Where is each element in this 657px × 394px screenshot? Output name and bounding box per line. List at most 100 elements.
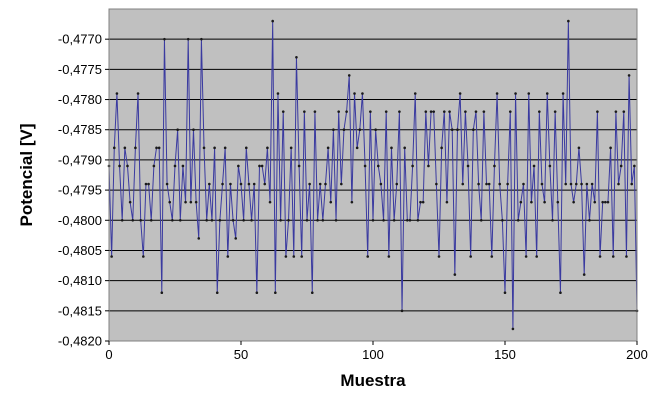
data-point bbox=[387, 255, 391, 258]
data-point bbox=[585, 182, 589, 186]
data-point bbox=[184, 200, 187, 204]
data-point bbox=[250, 218, 253, 222]
data-point bbox=[630, 182, 634, 186]
data-point bbox=[450, 128, 454, 132]
data-point bbox=[524, 255, 528, 258]
data-point bbox=[218, 218, 222, 222]
data-point bbox=[173, 164, 177, 168]
data-point bbox=[604, 200, 607, 204]
data-point bbox=[406, 218, 409, 222]
data-point bbox=[152, 164, 156, 168]
data-point bbox=[310, 291, 314, 295]
data-point bbox=[532, 164, 536, 168]
data-point bbox=[633, 164, 636, 168]
data-point bbox=[110, 255, 113, 258]
data-point bbox=[411, 164, 414, 168]
data-point bbox=[577, 146, 581, 150]
data-point bbox=[403, 146, 406, 150]
data-point bbox=[382, 218, 385, 222]
data-point bbox=[337, 110, 340, 113]
data-point bbox=[572, 200, 575, 204]
data-point bbox=[514, 92, 517, 95]
plot-area bbox=[109, 9, 637, 341]
data-point bbox=[376, 164, 380, 168]
data-point bbox=[522, 182, 525, 186]
data-point bbox=[527, 92, 531, 95]
data-point bbox=[580, 182, 583, 186]
y-tick-label: -0,4770 bbox=[58, 32, 102, 47]
data-point bbox=[485, 182, 488, 186]
data-point bbox=[363, 164, 367, 168]
data-point bbox=[237, 164, 240, 168]
data-point bbox=[548, 164, 552, 168]
data-point bbox=[244, 146, 248, 150]
data-point bbox=[506, 182, 509, 186]
data-point bbox=[611, 255, 615, 258]
data-point bbox=[464, 110, 467, 113]
data-point bbox=[281, 110, 285, 113]
data-point bbox=[540, 182, 544, 186]
data-point bbox=[551, 218, 554, 222]
data-point bbox=[334, 218, 338, 222]
data-point bbox=[619, 164, 623, 168]
data-point bbox=[289, 146, 293, 150]
data-point bbox=[503, 291, 507, 295]
data-point bbox=[617, 182, 620, 186]
data-point bbox=[545, 92, 549, 95]
data-point bbox=[112, 146, 116, 150]
data-point bbox=[493, 164, 496, 168]
data-point bbox=[432, 110, 436, 113]
data-point bbox=[178, 218, 182, 222]
data-point bbox=[395, 182, 399, 186]
data-point bbox=[324, 182, 327, 186]
data-point bbox=[321, 218, 325, 222]
data-point bbox=[297, 164, 301, 168]
x-tick-label: 100 bbox=[362, 347, 384, 362]
data-point bbox=[379, 182, 383, 186]
data-point bbox=[384, 110, 388, 113]
data-point bbox=[279, 218, 282, 222]
data-point bbox=[326, 146, 330, 150]
data-point bbox=[442, 110, 446, 113]
data-point bbox=[556, 200, 560, 204]
data-point bbox=[305, 218, 309, 222]
y-axis-title: Potencial [V] bbox=[17, 124, 36, 227]
data-point bbox=[120, 218, 124, 222]
y-tick-label: -0,4820 bbox=[58, 334, 102, 349]
data-point bbox=[437, 255, 441, 258]
data-point bbox=[582, 273, 586, 276]
data-point bbox=[234, 237, 238, 240]
data-point bbox=[136, 92, 140, 95]
data-point bbox=[574, 182, 578, 186]
data-point bbox=[160, 291, 164, 295]
data-point bbox=[123, 146, 127, 150]
data-point bbox=[213, 146, 216, 150]
data-point bbox=[255, 291, 259, 295]
data-point bbox=[355, 146, 359, 150]
data-point bbox=[366, 255, 370, 258]
data-point bbox=[353, 92, 356, 95]
data-point bbox=[511, 327, 515, 331]
y-tick-label: -0,4810 bbox=[58, 273, 102, 288]
data-point bbox=[118, 164, 121, 168]
data-point bbox=[157, 146, 161, 150]
data-point bbox=[313, 110, 317, 113]
data-point bbox=[139, 218, 142, 222]
data-point bbox=[419, 200, 422, 204]
data-point bbox=[543, 200, 546, 204]
data-point bbox=[181, 164, 185, 168]
data-point bbox=[131, 218, 135, 222]
data-point bbox=[622, 110, 626, 113]
data-point bbox=[287, 218, 290, 222]
data-point bbox=[274, 291, 277, 295]
data-point bbox=[284, 255, 288, 258]
data-point bbox=[588, 218, 591, 222]
data-point bbox=[461, 182, 465, 186]
data-point bbox=[295, 55, 298, 59]
data-point bbox=[149, 218, 153, 222]
data-point bbox=[627, 74, 631, 77]
data-point bbox=[345, 110, 348, 113]
data-point bbox=[495, 92, 499, 95]
data-point bbox=[371, 218, 375, 222]
